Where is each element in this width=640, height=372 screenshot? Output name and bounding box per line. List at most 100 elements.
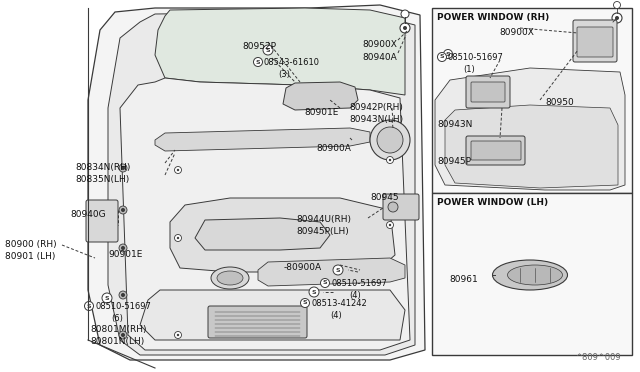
Circle shape (263, 45, 273, 55)
Text: 08510-51697: 08510-51697 (331, 279, 387, 288)
Polygon shape (120, 78, 410, 350)
Circle shape (119, 291, 127, 299)
Polygon shape (435, 68, 625, 190)
Circle shape (119, 331, 127, 339)
Text: 80950: 80950 (545, 98, 573, 107)
Circle shape (612, 13, 622, 23)
Text: 80900 (RH): 80900 (RH) (5, 240, 56, 249)
Circle shape (177, 169, 179, 171)
Polygon shape (140, 290, 405, 340)
Circle shape (387, 221, 394, 228)
Circle shape (253, 58, 262, 67)
Circle shape (119, 206, 127, 214)
Circle shape (121, 208, 125, 212)
Text: 80940G: 80940G (70, 210, 106, 219)
FancyBboxPatch shape (208, 306, 307, 338)
Circle shape (614, 1, 621, 9)
Text: (4): (4) (349, 291, 361, 300)
Text: 80945: 80945 (370, 193, 399, 202)
Circle shape (438, 52, 447, 61)
Circle shape (119, 244, 127, 252)
Text: ^809^009: ^809^009 (575, 353, 621, 362)
Text: 80943N(LH): 80943N(LH) (349, 115, 403, 124)
Circle shape (333, 265, 343, 275)
Circle shape (403, 26, 407, 30)
Bar (432, 8, 632, 193)
Circle shape (388, 224, 391, 226)
Polygon shape (258, 258, 405, 286)
Circle shape (309, 287, 319, 297)
Text: 08510-51697: 08510-51697 (448, 53, 504, 62)
Text: POWER WINDOW (RH): POWER WINDOW (RH) (437, 13, 549, 22)
FancyBboxPatch shape (471, 141, 521, 160)
Text: 80835N(LH): 80835N(LH) (75, 175, 129, 184)
Polygon shape (155, 128, 370, 151)
Circle shape (388, 202, 398, 212)
Polygon shape (155, 8, 405, 95)
Polygon shape (170, 198, 395, 272)
Circle shape (321, 279, 330, 288)
Text: (3): (3) (278, 70, 290, 79)
Circle shape (388, 159, 391, 161)
Text: 80901 (LH): 80901 (LH) (5, 252, 56, 261)
FancyBboxPatch shape (466, 76, 510, 108)
Text: 80901E: 80901E (304, 108, 339, 117)
Text: 80961: 80961 (449, 275, 477, 284)
Circle shape (387, 157, 394, 164)
Text: 80801N(LH): 80801N(LH) (90, 337, 144, 346)
Text: 80952P: 80952P (242, 42, 276, 51)
FancyBboxPatch shape (466, 136, 525, 165)
Text: 80943N: 80943N (437, 120, 472, 129)
Polygon shape (195, 218, 330, 250)
Ellipse shape (211, 267, 249, 289)
Polygon shape (283, 82, 358, 110)
Text: 80945P: 80945P (437, 157, 471, 166)
Text: S: S (440, 55, 444, 60)
FancyBboxPatch shape (573, 20, 617, 62)
FancyBboxPatch shape (383, 194, 419, 220)
Circle shape (177, 334, 179, 336)
Text: (1): (1) (463, 65, 475, 74)
Polygon shape (88, 5, 425, 360)
Circle shape (121, 246, 125, 250)
Bar (432, 193, 632, 355)
Circle shape (121, 333, 125, 337)
Text: 80942P(RH): 80942P(RH) (349, 103, 403, 112)
Circle shape (121, 166, 125, 170)
Text: S: S (303, 301, 307, 305)
Circle shape (121, 293, 125, 297)
Circle shape (119, 164, 127, 172)
Text: 90901E: 90901E (108, 250, 142, 259)
Text: S: S (312, 289, 316, 295)
Circle shape (301, 298, 310, 308)
Text: 80944U(RH): 80944U(RH) (296, 215, 351, 224)
Circle shape (615, 16, 619, 20)
Circle shape (102, 293, 112, 303)
Circle shape (377, 127, 403, 153)
Circle shape (175, 331, 182, 339)
Text: S: S (266, 48, 270, 52)
Text: 80900X: 80900X (499, 28, 534, 37)
FancyBboxPatch shape (86, 200, 118, 242)
Text: 80940A: 80940A (362, 53, 397, 62)
Circle shape (175, 167, 182, 173)
Ellipse shape (217, 271, 243, 285)
Text: S: S (445, 51, 451, 57)
Ellipse shape (508, 265, 563, 285)
Text: 08513-41242: 08513-41242 (311, 299, 367, 308)
FancyBboxPatch shape (577, 27, 613, 57)
Text: -80900A: -80900A (284, 263, 322, 272)
Text: 08510-51697: 08510-51697 (95, 302, 151, 311)
Polygon shape (445, 105, 618, 188)
Circle shape (175, 234, 182, 241)
Text: (6): (6) (111, 314, 123, 323)
Circle shape (177, 237, 179, 239)
Circle shape (401, 10, 409, 18)
Circle shape (444, 49, 452, 58)
Text: (4): (4) (330, 311, 342, 320)
Ellipse shape (493, 260, 568, 290)
Text: 80900A: 80900A (316, 144, 351, 153)
Polygon shape (108, 12, 415, 355)
Text: 80900X: 80900X (362, 40, 397, 49)
Text: S: S (323, 280, 327, 285)
